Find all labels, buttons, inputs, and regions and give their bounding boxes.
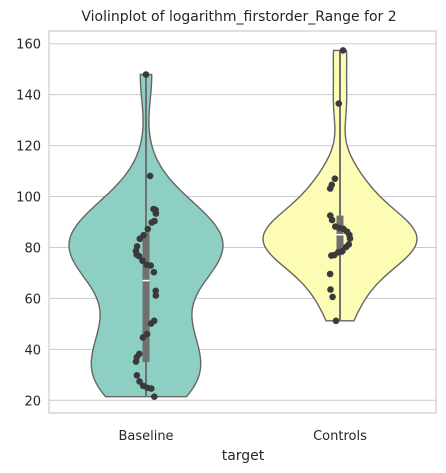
- point-baseline: [151, 393, 158, 401]
- point-controls: [326, 270, 334, 278]
- point-baseline: [139, 257, 146, 265]
- point-controls: [329, 293, 336, 301]
- chart-title: Violinplot of logarithm_firstorder_Range…: [81, 9, 396, 25]
- y-tick-label-140: 140: [16, 89, 41, 104]
- point-controls: [346, 235, 354, 242]
- point-baseline: [147, 320, 155, 327]
- x-tick-label-controls: Controls: [313, 429, 367, 444]
- x-tick-label-baseline: Baseline: [118, 429, 173, 444]
- point-baseline: [148, 219, 155, 226]
- strip-points: [132, 47, 354, 401]
- point-controls: [331, 175, 339, 182]
- x-tick-labels: Baseline Controls: [118, 429, 367, 444]
- y-tick-label-20: 20: [24, 394, 41, 409]
- point-baseline: [133, 372, 141, 379]
- point-controls: [326, 185, 334, 192]
- point-baseline: [150, 268, 158, 276]
- y-tick-label-80: 80: [24, 241, 41, 256]
- y-tick-label-40: 40: [24, 343, 41, 358]
- x-axis-label: target: [222, 448, 265, 464]
- point-controls: [339, 47, 347, 54]
- point-baseline: [136, 235, 144, 243]
- y-tick-label-100: 100: [16, 191, 41, 206]
- point-baseline: [132, 358, 140, 365]
- point-baseline: [152, 210, 160, 217]
- point-controls: [328, 216, 336, 224]
- point-baseline: [136, 378, 143, 385]
- point-controls: [335, 100, 343, 107]
- point-baseline: [148, 385, 155, 392]
- point-controls: [327, 286, 334, 293]
- point-baseline: [144, 225, 152, 233]
- point-baseline: [139, 334, 147, 341]
- point-baseline: [142, 71, 150, 78]
- point-baseline: [152, 292, 160, 299]
- violins: [68, 49, 418, 398]
- point-baseline: [146, 172, 154, 180]
- point-baseline: [135, 252, 143, 260]
- iqr-box-baseline: [142, 232, 150, 363]
- point-controls: [328, 252, 335, 259]
- point-controls: [332, 317, 340, 325]
- point-baseline: [147, 262, 154, 269]
- y-tick-label-60: 60: [24, 292, 41, 307]
- plot-frame: [48, 30, 437, 414]
- y-tick-label-120: 120: [16, 140, 41, 155]
- y-tick-labels: 20 40 60 80 100 120 140 160: [16, 38, 41, 410]
- y-tick-label-160: 160: [16, 38, 41, 53]
- point-baseline: [152, 287, 159, 295]
